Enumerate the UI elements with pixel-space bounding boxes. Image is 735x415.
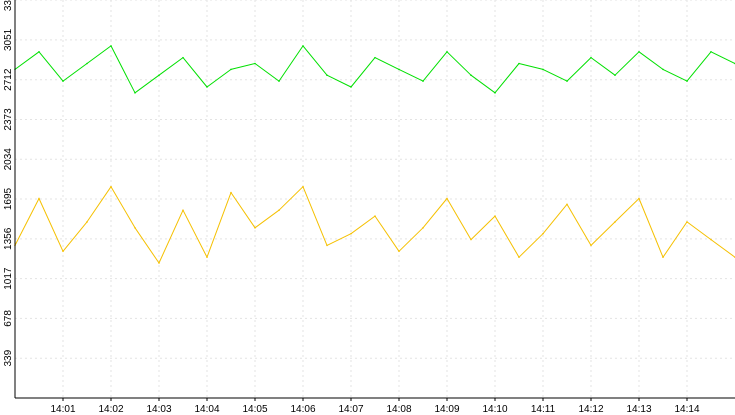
- data-point: [686, 221, 688, 223]
- data-point: [398, 250, 400, 253]
- axes: [14, 0, 735, 399]
- y-tick-label: 678: [3, 310, 14, 327]
- y-tick-label: 1017: [3, 267, 14, 290]
- x-tick-label: 14:10: [482, 404, 507, 415]
- data-point: [566, 80, 568, 82]
- data-point: [590, 56, 592, 59]
- data-point: [710, 50, 712, 53]
- y-tick-labels: 339 678 1017 1356 1695 2034 2373 2712 3051 3391: [3, 0, 14, 367]
- y-tick-label: 2712: [3, 68, 14, 91]
- data-point: [374, 56, 376, 59]
- data-point: [542, 232, 544, 235]
- data-point: [62, 250, 64, 253]
- data-point: [542, 68, 544, 71]
- data-point: [206, 256, 208, 258]
- data-point: [134, 227, 136, 229]
- data-point: [590, 244, 592, 247]
- data-point: [518, 256, 520, 258]
- data-point: [278, 209, 280, 212]
- series-1: [14, 45, 735, 94]
- data-point: [638, 50, 640, 53]
- data-point: [446, 50, 448, 53]
- data-point: [110, 45, 112, 47]
- data-point: [374, 215, 376, 217]
- y-tick-label: 1695: [3, 187, 14, 210]
- data-point: [254, 62, 256, 65]
- x-tick-labels: 14:01 14:02 14:03 14:04 14:05 14:06 14:07 14:08…: [50, 398, 700, 415]
- data-point: [518, 62, 520, 65]
- x-tick-label: 14:02: [98, 404, 123, 415]
- data-point: [398, 68, 400, 71]
- data-point: [182, 209, 184, 212]
- y-tick-label: 2034: [3, 148, 14, 171]
- data-point: [470, 238, 472, 241]
- data-point: [278, 80, 280, 82]
- y-tick-label: 1356: [3, 227, 14, 250]
- data-point: [494, 92, 496, 94]
- data-point: [422, 80, 424, 82]
- data-point: [662, 68, 664, 71]
- data-point: [230, 68, 232, 71]
- data-point: [638, 197, 640, 200]
- data-point: [38, 197, 40, 200]
- y-tick-label: 3051: [3, 28, 14, 51]
- data-point: [350, 232, 352, 235]
- data-point: [182, 56, 184, 59]
- data-point: [206, 86, 208, 88]
- data-point: [710, 238, 712, 241]
- series-2: [14, 185, 735, 264]
- x-tick-label: 14:09: [434, 404, 459, 415]
- data-point: [566, 203, 568, 206]
- data-point: [302, 185, 304, 188]
- series-2-line: [14, 186, 735, 264]
- data-point: [230, 191, 232, 194]
- data-point: [254, 227, 256, 229]
- data-point: [350, 86, 352, 88]
- data-point: [158, 74, 160, 77]
- x-tick-label: 14:12: [578, 404, 603, 415]
- data-point: [134, 92, 136, 94]
- data-point: [86, 62, 88, 65]
- data-point: [470, 74, 472, 77]
- data-point: [302, 45, 304, 47]
- y-tick-label: 2373: [3, 108, 14, 131]
- series-group: [14, 45, 735, 264]
- data-point: [158, 262, 160, 264]
- data-point: [326, 244, 328, 247]
- x-tick-label: 14:05: [242, 404, 267, 415]
- grid: [15, 0, 735, 398]
- x-tick-label: 14:06: [290, 404, 315, 415]
- data-point: [614, 221, 616, 223]
- data-point: [326, 74, 328, 77]
- x-tick-label: 14:04: [194, 404, 219, 415]
- x-tick-label: 14:03: [146, 404, 171, 415]
- y-tick-label: 339: [3, 349, 14, 366]
- x-tick-label: 14:08: [386, 404, 411, 415]
- y-tick-label: 3391: [3, 0, 14, 11]
- data-point: [686, 80, 688, 82]
- x-tick-label: 14:01: [50, 404, 75, 415]
- data-point: [38, 50, 40, 53]
- data-point: [662, 256, 664, 258]
- x-tick-label: 14:13: [626, 404, 651, 415]
- x-tick-label: 14:07: [338, 404, 363, 415]
- series-1-line: [14, 45, 735, 94]
- data-point: [614, 74, 616, 77]
- data-point: [494, 215, 496, 217]
- data-point: [422, 227, 424, 229]
- data-point: [446, 197, 448, 200]
- data-point: [62, 80, 64, 82]
- data-point: [86, 221, 88, 223]
- x-tick-label: 14:14: [674, 404, 699, 415]
- data-point: [110, 185, 112, 188]
- x-tick-label: 14:11: [531, 404, 556, 415]
